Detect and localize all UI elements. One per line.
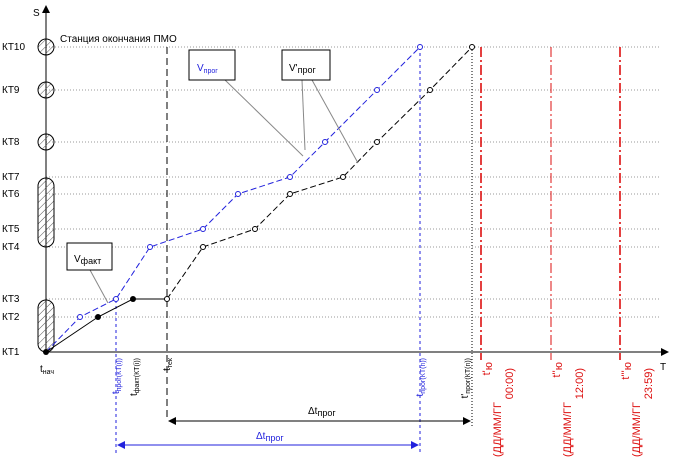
fact-curve <box>45 298 167 353</box>
v-fact-label: Vфакт <box>74 254 101 266</box>
v-prog-new-label: V'прог <box>289 63 316 75</box>
label-sub: прог <box>298 65 317 75</box>
label-sub: прог(КТ(n)) <box>465 358 472 394</box>
deadline-time: 12:00) <box>574 368 586 399</box>
label-main: V <box>197 63 204 74</box>
grid <box>46 46 660 318</box>
label-main: Δt <box>308 406 318 417</box>
callouts: Vпрог V'прог Vфакт <box>66 49 359 304</box>
deadline-name: t'''ю <box>620 362 634 380</box>
zones <box>37 38 55 353</box>
checkpoint: КТ6 <box>2 189 20 200</box>
label-main: V' <box>289 63 298 74</box>
deadline-name: t''ю <box>551 362 565 378</box>
label-main: t <box>415 393 426 396</box>
new-forecast-points <box>164 44 475 302</box>
label-main: t <box>40 364 43 375</box>
label-sub: ю <box>622 362 634 370</box>
time-label: tтек <box>162 357 174 371</box>
checkpoint: КТ1 <box>2 347 20 358</box>
time-label: tнач <box>40 364 54 376</box>
label-main: t'' <box>551 370 563 377</box>
v-prog-label: Vпрог <box>197 63 218 75</box>
fact-points <box>43 296 136 355</box>
checkpoint: КТ8 <box>2 137 20 148</box>
forecast-points <box>77 44 423 320</box>
deadline-date: (ДД/ММ/ГГ <box>562 402 574 457</box>
label-sub: факт(КТ(i)) <box>134 358 141 393</box>
new-forecast-curve <box>166 46 473 300</box>
deadline-date: (ДД/ММ/ГГ <box>631 402 643 457</box>
interval-label: Δtпрог <box>308 406 336 418</box>
label-main: t' <box>460 394 471 399</box>
label-sub: тек <box>167 357 174 368</box>
time-label: t'прог(КТ(n)) <box>460 358 472 398</box>
interval-label: Δtпрог <box>256 431 284 443</box>
forecast-curve <box>45 46 421 353</box>
checkpoint: КТ2 <box>2 312 20 323</box>
s-axis-label: S <box>33 8 40 19</box>
label-sub: ю <box>483 362 495 370</box>
time-label: tпрог(КТ(n)) <box>415 358 427 396</box>
checkpoint: КТ7 <box>2 172 20 183</box>
label-sub: прог <box>265 433 284 443</box>
label-main: t <box>111 391 122 394</box>
checkpoint: КТ5 <box>2 224 20 235</box>
label-main: t''' <box>620 370 632 379</box>
checkpoint: КТ4 <box>2 242 20 253</box>
deadline-name: t'ю <box>481 362 495 375</box>
label-main: V <box>74 254 81 265</box>
label-sub: прог(КТ(n)) <box>420 358 427 394</box>
deadline-labels: t'ю (ДД/ММ/ГГ 00:00) t''ю (ДД/ММ/ГГ 12:0… <box>481 362 655 457</box>
station-label: Станция окончания ПМО <box>60 34 177 45</box>
label-main: t <box>162 368 173 371</box>
label-sub: прог(КТ(i)) <box>116 358 123 391</box>
label-sub: нач <box>43 369 55 376</box>
deadline-time: 00:00) <box>504 368 516 399</box>
checkpoint: КТ3 <box>2 294 20 305</box>
checkpoint: КТ9 <box>2 85 20 96</box>
label-main: Δt <box>256 431 266 442</box>
t-axis-label: T <box>660 362 666 373</box>
label-sub: прог <box>204 68 219 75</box>
label-main: t' <box>481 370 493 375</box>
time-label: tфакт(КТ(i)) <box>129 358 141 396</box>
label-main: t <box>129 393 140 396</box>
checkpoint-labels: КТ1 КТ2 КТ3 КТ4 КТ5 КТ6 КТ7 КТ8 КТ9 КТ10 <box>2 42 25 358</box>
checkpoint: КТ10 <box>2 42 25 53</box>
deadline-date: (ДД/ММ/ГГ <box>492 402 504 457</box>
label-sub: прог <box>317 408 336 418</box>
deadline-time: 23:59) <box>643 368 655 399</box>
label-sub: ю <box>553 362 565 370</box>
label-sub: факт <box>81 256 102 266</box>
time-label: tпрог(КТ(i)) <box>111 358 123 394</box>
